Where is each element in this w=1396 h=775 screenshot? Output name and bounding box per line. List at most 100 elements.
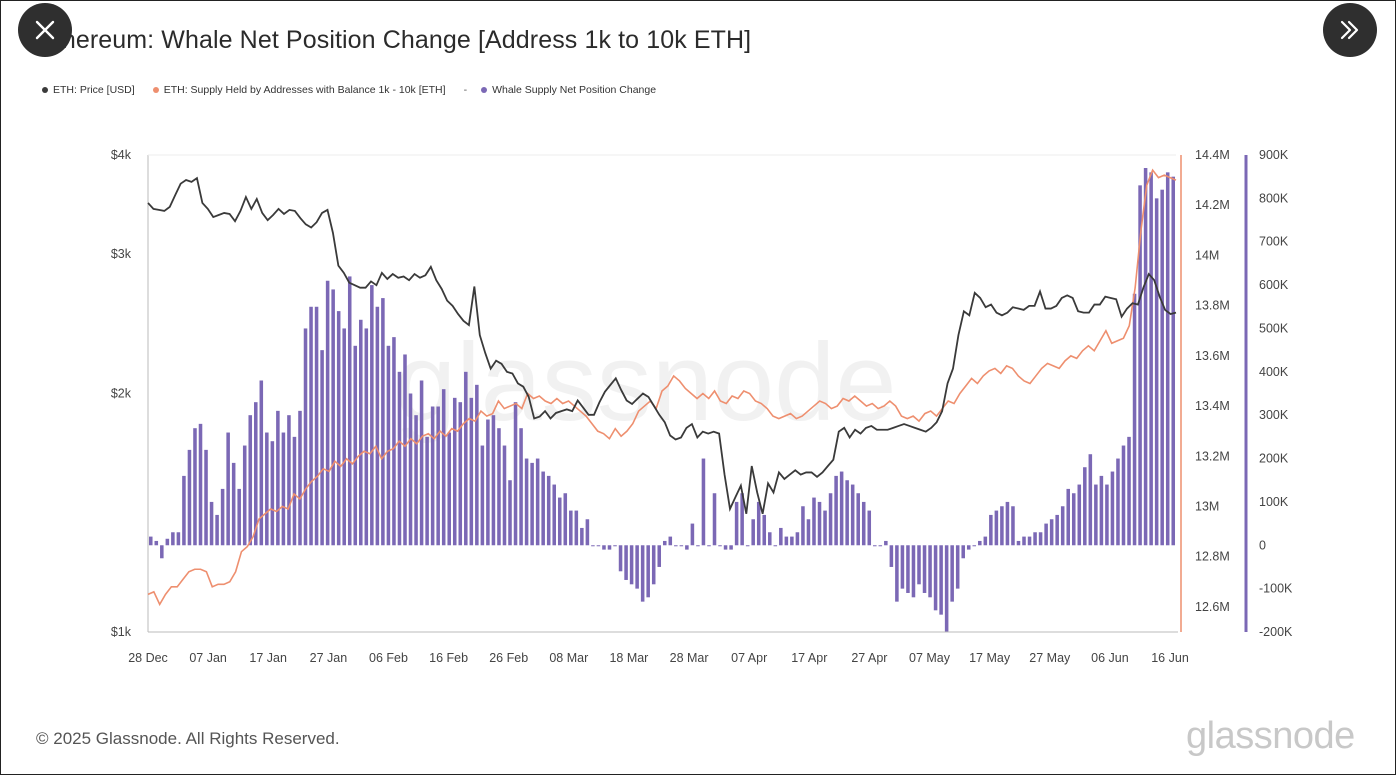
- y-right2-tick-label: 800K: [1259, 191, 1289, 205]
- net-change-bar: [524, 458, 529, 546]
- net-change-bar: [668, 536, 673, 546]
- net-change-bar: [397, 371, 402, 546]
- net-change-bar: [640, 545, 645, 602]
- net-change-bar: [381, 298, 385, 546]
- net-change-bar: [1044, 523, 1048, 546]
- net-change-bar: [359, 319, 363, 546]
- net-change-bar: [972, 545, 977, 547]
- net-change-bar: [226, 432, 230, 546]
- net-change-bar: [978, 540, 982, 546]
- net-change-bar: [878, 545, 883, 547]
- net-change-bar: [436, 406, 440, 546]
- net-change-bar: [707, 545, 711, 547]
- net-change-bar: [1105, 484, 1109, 546]
- net-change-bar: [182, 475, 186, 546]
- net-change-bar: [629, 545, 634, 585]
- net-change-bar: [933, 545, 938, 611]
- net-change-bar: [607, 545, 612, 550]
- net-change-bar: [745, 545, 750, 547]
- net-change-bar: [475, 384, 479, 546]
- net-change-bar: [248, 415, 253, 546]
- net-change-bar: [209, 501, 214, 546]
- net-change-bar: [756, 501, 761, 546]
- net-change-bar: [1060, 506, 1065, 546]
- x-tick-label: 08 Mar: [549, 651, 588, 665]
- net-change-bar: [1138, 185, 1142, 546]
- y-right1-tick-label: 12.8M: [1195, 550, 1230, 564]
- x-tick-label: 27 Jan: [310, 651, 348, 665]
- net-change-bar: [939, 545, 943, 615]
- net-change-bar: [906, 545, 910, 593]
- net-change-bar: [148, 536, 153, 546]
- net-change-bar: [823, 510, 827, 546]
- net-change-bar: [651, 545, 656, 585]
- net-change-bar: [701, 458, 706, 546]
- axis-ticks: $1k $2k $3k $4k 12.6M 12.8M 13M 13.2M 13.4M 13.6M…: [111, 148, 1293, 665]
- net-change-bar: [845, 480, 849, 546]
- net-change-bar: [486, 419, 490, 546]
- y-right2-tick-label: 500K: [1259, 321, 1289, 335]
- close-button[interactable]: [18, 3, 72, 57]
- y-right1-tick-label: 14M: [1195, 248, 1219, 262]
- x-tick-label: 28 Dec: [128, 651, 168, 665]
- net-change-bar: [834, 475, 838, 546]
- x-tick-label: 17 May: [969, 651, 1011, 665]
- net-change-bar: [392, 337, 396, 546]
- y-right2-tick-label: 400K: [1259, 365, 1289, 379]
- net-change-bar: [1049, 519, 1054, 546]
- net-change-bar: [508, 480, 512, 546]
- net-change-bar: [1016, 540, 1021, 546]
- net-change-bar: [491, 415, 496, 546]
- net-change-bar: [1165, 172, 1170, 546]
- legend-label-net-change: Whale Supply Net Position Change: [492, 84, 657, 96]
- net-change-bar: [817, 501, 822, 546]
- net-change-bar: [613, 545, 617, 547]
- net-change-bar: [884, 540, 888, 546]
- net-change-bar: [596, 545, 601, 547]
- net-change-bar: [928, 545, 932, 598]
- x-tick-label: 07 May: [909, 651, 951, 665]
- net-change-bar: [1066, 488, 1070, 546]
- x-tick-label: 18 Mar: [609, 651, 648, 665]
- net-change-bar: [480, 445, 485, 546]
- legend-dot-net-change: [481, 87, 488, 93]
- copyright-footer: © 2025 Glassnode. All Rights Reserved.: [36, 729, 340, 748]
- x-tick-label: 28 Mar: [670, 651, 709, 665]
- net-change-bar: [1038, 532, 1043, 546]
- net-change-bar: [591, 545, 595, 547]
- net-change-bar: [779, 527, 783, 546]
- legend-item-net-change[interactable]: Whale Supply Net Position Change: [481, 84, 656, 96]
- net-change-bar: [740, 493, 744, 546]
- legend-item-supply[interactable]: ETH: Supply Held by Addresses with Balan…: [152, 84, 446, 96]
- y-right2-tick-label: -100K: [1259, 582, 1293, 596]
- net-change-bar: [850, 484, 855, 546]
- net-change-bar: [1027, 536, 1032, 546]
- y-right2-tick-label: 200K: [1259, 452, 1289, 466]
- net-change-bar: [563, 493, 568, 546]
- brand-logo: glassnode: [1186, 715, 1355, 757]
- net-change-bar: [1088, 454, 1093, 546]
- net-change-bar: [342, 328, 346, 546]
- net-change-bar: [270, 441, 275, 546]
- net-change-bar: [674, 545, 678, 547]
- y-right1-tick-label: 14.2M: [1195, 198, 1230, 212]
- net-change-bar: [353, 345, 358, 546]
- net-change-bar: [1160, 189, 1164, 546]
- y-right2-tick-label: 900K: [1259, 148, 1289, 162]
- net-change-bar: [1022, 536, 1026, 546]
- net-change-bar: [193, 428, 197, 546]
- net-change-bar: [585, 519, 590, 546]
- net-change-bar: [723, 545, 728, 550]
- x-tick-label: 27 Apr: [851, 651, 887, 665]
- net-change-bar: [812, 497, 816, 546]
- net-change-bar: [801, 506, 805, 546]
- expand-button[interactable]: [1323, 3, 1377, 57]
- y-right1-tick-label: 13.6M: [1195, 349, 1230, 363]
- net-change-bar: [662, 540, 667, 546]
- legend-item-price[interactable]: ETH: Price [USD]: [42, 84, 135, 96]
- net-change-bar: [690, 523, 695, 546]
- net-change-bar: [1099, 475, 1104, 546]
- net-change-bar: [867, 510, 872, 546]
- y-right1-tick-label: 14.4M: [1195, 148, 1230, 162]
